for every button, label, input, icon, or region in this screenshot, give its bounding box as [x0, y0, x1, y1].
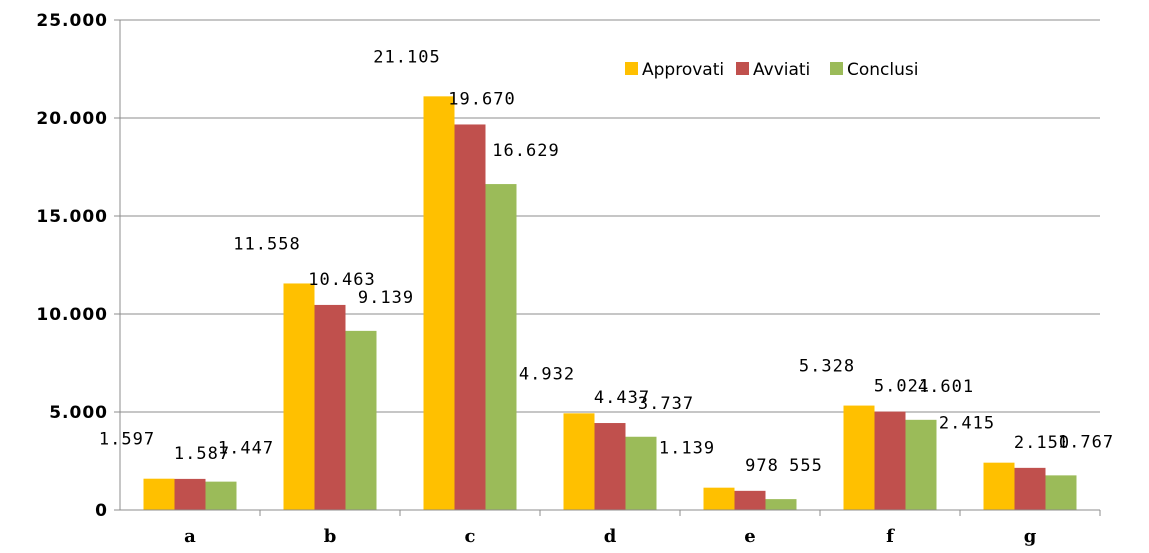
- bar-approvati-b: [283, 283, 315, 510]
- bar-approvati-a: [143, 478, 175, 510]
- bar-approvati-d: [563, 413, 595, 510]
- bar-conclusi-e: [765, 499, 797, 510]
- legend-swatch-conclusi: [830, 62, 843, 75]
- x-tick-label: e: [744, 526, 755, 547]
- y-tick-label: 20.000: [36, 109, 108, 129]
- data-label: 5.328: [799, 357, 855, 377]
- data-label: 555: [789, 456, 823, 476]
- x-tick-label: g: [1024, 526, 1037, 547]
- bar-conclusi-f: [905, 419, 937, 510]
- legend-swatch-avviati: [736, 62, 749, 75]
- data-label: 978: [745, 456, 779, 476]
- bar-avviati-d: [594, 423, 626, 510]
- y-tick-label: 10.000: [36, 305, 108, 325]
- legend-label-avviati: Avviati: [753, 60, 810, 80]
- bar-approvati-f: [843, 405, 875, 510]
- bar-approvati-g: [983, 462, 1015, 510]
- bar-avviati-a: [174, 478, 206, 510]
- gridlines: [120, 19, 1100, 413]
- data-label: 1.139: [659, 439, 715, 459]
- bar-avviati-f: [874, 411, 906, 510]
- legend-label-approvati: Approvati: [642, 60, 724, 80]
- data-label: 16.629: [492, 141, 559, 161]
- x-tick-label: f: [886, 526, 895, 547]
- data-label: 9.139: [358, 288, 414, 308]
- data-label: 2.415: [939, 414, 995, 434]
- x-tick-label: b: [324, 526, 337, 547]
- y-tick-label: 15.000: [36, 207, 108, 227]
- data-label: 2.150: [1014, 433, 1070, 453]
- bar-approvati-e: [703, 487, 735, 510]
- legend-swatch-approvati: [625, 62, 638, 75]
- data-label: 4.932: [519, 364, 575, 384]
- bar-conclusi-b: [345, 330, 377, 510]
- x-tick-label: c: [465, 526, 476, 547]
- bar-conclusi-c: [485, 184, 517, 510]
- bar-conclusi-g: [1045, 475, 1077, 510]
- y-tick-label: 5.000: [49, 403, 108, 423]
- legend-label-conclusi: Conclusi: [847, 60, 918, 80]
- bar-avviati-c: [454, 124, 486, 510]
- axes: [119, 20, 1100, 511]
- bar-approvati-c: [423, 96, 455, 510]
- data-label: 10.463: [308, 270, 375, 290]
- data-label: 4.437: [594, 388, 650, 408]
- data-label: 5.021: [874, 377, 930, 397]
- x-tick-label: a: [184, 526, 196, 547]
- data-label: 11.558: [233, 234, 300, 254]
- bar-avviati-b: [314, 304, 346, 510]
- data-label: 4.601: [918, 377, 974, 397]
- data-label: 21.105: [373, 47, 440, 67]
- y-tick-label: 25.000: [36, 11, 108, 31]
- x-tick-label: d: [604, 526, 617, 547]
- x-axis-ticks: a b c d e f g: [184, 510, 1101, 547]
- data-label: 3.737: [638, 394, 694, 414]
- bar-avviati-e: [734, 490, 766, 510]
- data-label: 1.587: [174, 444, 230, 464]
- y-tick-label: 0: [95, 501, 108, 521]
- data-label: 1.447: [218, 439, 274, 459]
- bar-avviati-g: [1014, 467, 1046, 510]
- y-axis-ticks: 0 5.000 10.000 15.000 20.000 25.000: [36, 11, 120, 521]
- bars: [143, 96, 1077, 510]
- bar-conclusi-a: [205, 481, 237, 510]
- legend: Approvati Avviati Conclusi: [625, 60, 918, 80]
- data-label: 1.767: [1058, 432, 1114, 452]
- bar-conclusi-d: [625, 436, 657, 510]
- data-label: 1.597: [99, 430, 155, 450]
- data-label: 19.670: [448, 89, 515, 109]
